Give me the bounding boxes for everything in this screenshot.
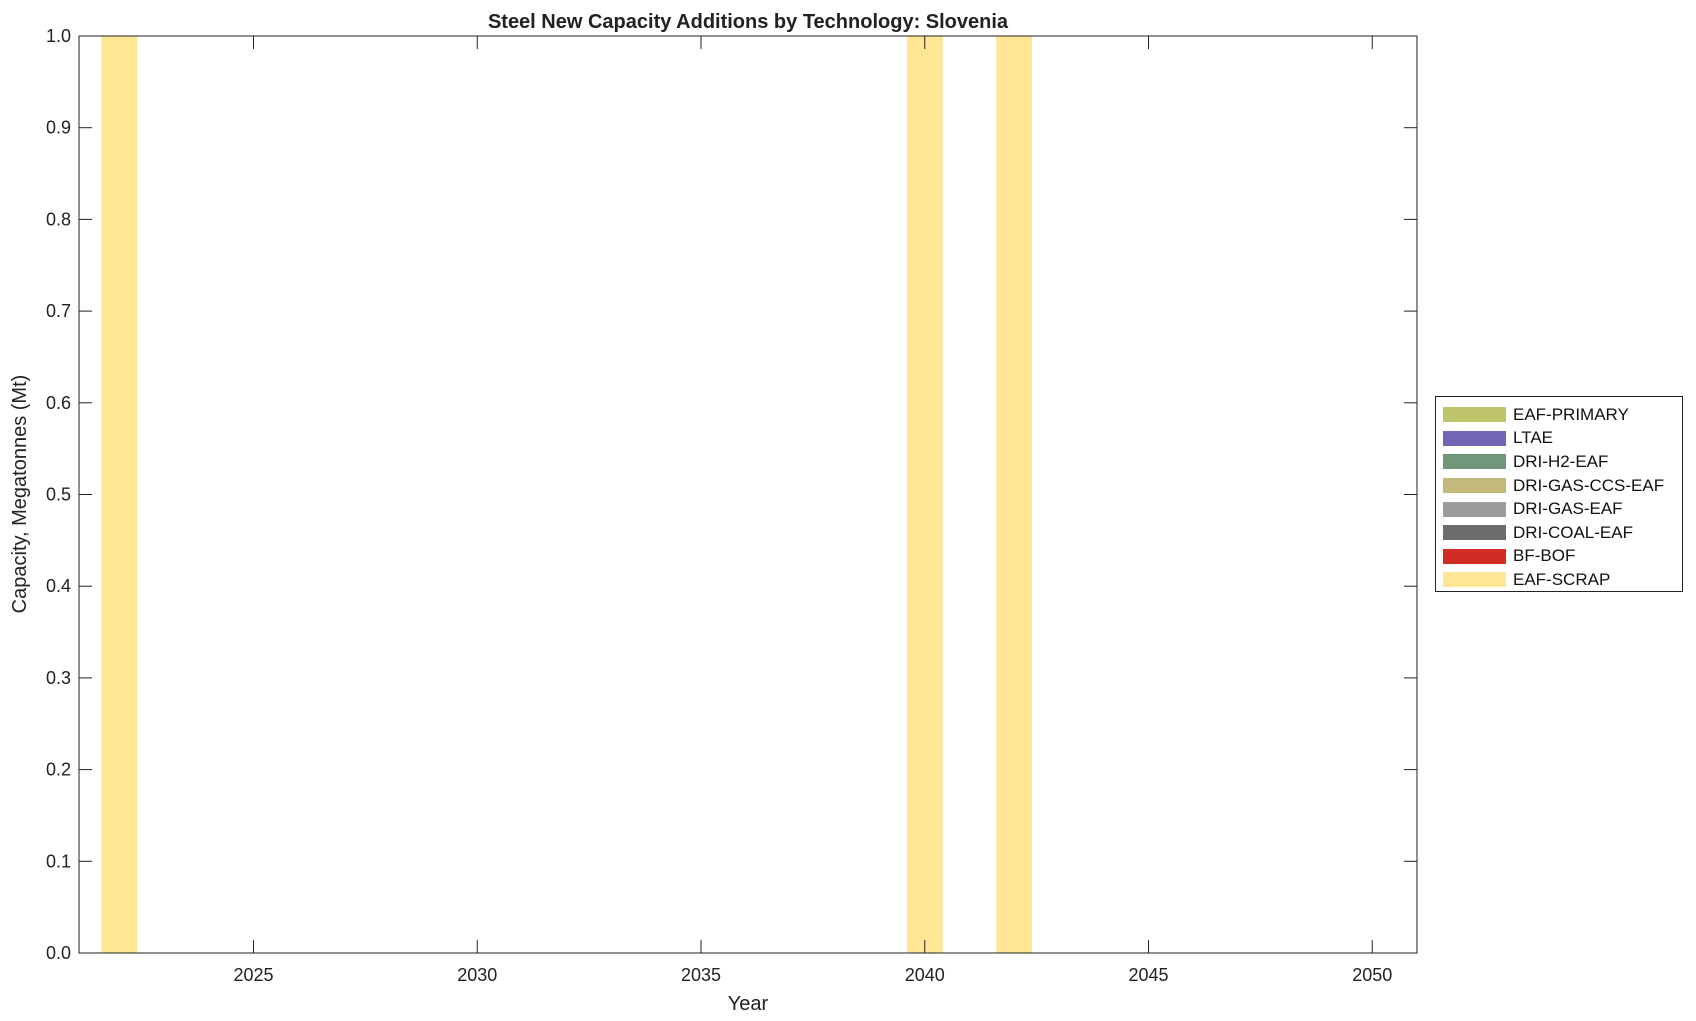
y-tick-label: 0.3 [46, 668, 71, 688]
y-tick-label: 0.5 [46, 485, 71, 505]
legend-label: LTAE [1513, 428, 1553, 448]
legend-swatch [1443, 407, 1506, 423]
legend: EAF-PRIMARY LTAE DRI-H2-EAF DRI-GAS-CCS-EAF… [1435, 396, 1683, 592]
legend-item-ltae: LTAE [1443, 427, 1682, 451]
bar-eaf-scrap-2040 [906, 36, 943, 953]
legend-item-eaf-primary: EAF-PRIMARY [1443, 403, 1682, 427]
legend-item-bf-bof: BF-BOF [1443, 545, 1682, 569]
y-tick-label: 0.6 [46, 393, 71, 413]
y-tick-label: 0.0 [46, 943, 71, 963]
legend-swatch [1443, 430, 1506, 446]
legend-label: DRI-COAL-EAF [1513, 522, 1633, 542]
legend-item-dri-coal-eaf: DRI-COAL-EAF [1443, 521, 1682, 545]
y-tick-label: 0.8 [46, 209, 71, 229]
x-tick-label: 2040 [905, 965, 945, 985]
legend-label: DRI-GAS-CCS-EAF [1513, 475, 1665, 495]
legend-label: BF-BOF [1513, 546, 1576, 566]
y-axis-label: Capacity, Megatonnes (Mt) [9, 375, 31, 614]
ticks: 2025 2030 2035 2040 2045 2050 0.0 0.1 0.2 0.3 0.4 0… [46, 26, 1417, 985]
x-tick-label: 2045 [1128, 965, 1168, 985]
legend-label: DRI-GAS-EAF [1513, 499, 1623, 519]
bar-eaf-scrap-2022 [101, 36, 138, 953]
x-tick-label: 2050 [1352, 965, 1392, 985]
legend-swatch [1443, 454, 1506, 470]
bars [101, 36, 1033, 953]
legend-item-eaf-scrap: EAF-SCRAP [1443, 568, 1682, 592]
legend-label: EAF-PRIMARY [1513, 404, 1629, 424]
x-tick-label: 2030 [457, 965, 497, 985]
x-axis-label: Year [728, 993, 769, 1015]
y-tick-label: 0.7 [46, 301, 71, 321]
legend-item-dri-gas-eaf: DRI-GAS-EAF [1443, 497, 1682, 521]
y-tick-label: 0.1 [46, 851, 71, 871]
legend-swatch [1443, 572, 1506, 588]
y-tick-label: 1.0 [46, 26, 71, 46]
y-tick-label: 0.2 [46, 760, 71, 780]
legend-swatch [1443, 501, 1506, 517]
legend-label: DRI-H2-EAF [1513, 451, 1609, 471]
legend-swatch [1443, 525, 1506, 541]
legend-item-dri-gas-ccs-eaf: DRI-GAS-CCS-EAF [1443, 474, 1682, 498]
chart-title: Steel New Capacity Additions by Technolo… [488, 11, 1009, 33]
x-tick-label: 2025 [233, 965, 273, 985]
legend-swatch [1443, 478, 1506, 494]
x-tick-label: 2035 [681, 965, 721, 985]
y-tick-label: 0.4 [46, 576, 71, 596]
plot-area-frame [78, 35, 1418, 954]
legend-item-dri-h2-eaf: DRI-H2-EAF [1443, 450, 1682, 474]
legend-swatch [1443, 548, 1506, 564]
y-tick-label: 0.9 [46, 118, 71, 138]
bar-eaf-scrap-2042 [996, 36, 1033, 953]
legend-label: EAF-SCRAP [1513, 569, 1611, 589]
